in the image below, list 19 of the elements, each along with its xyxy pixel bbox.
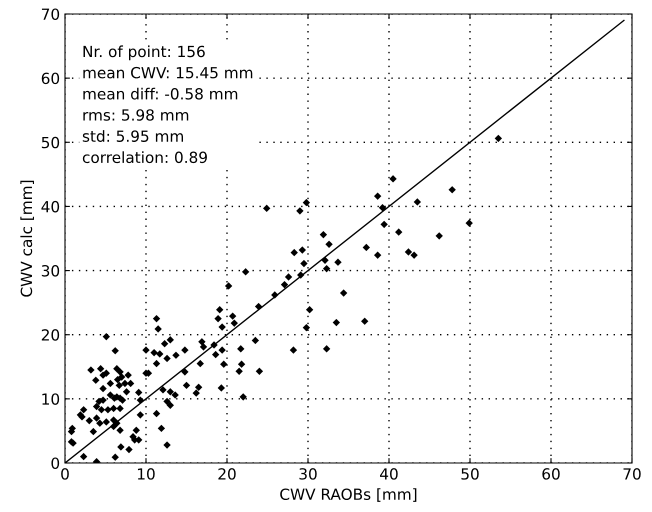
- y-tick-label: 40: [41, 200, 60, 212]
- x-tick-label: 70: [624, 468, 641, 480]
- x-axis-title: CWV RAOBs [mm]: [280, 488, 416, 502]
- x-tick-label: 10: [138, 468, 155, 480]
- y-tick-label: 10: [42, 393, 60, 405]
- x-tick-label: 30: [299, 468, 317, 480]
- x-tick-label: 0: [61, 468, 69, 480]
- y-tick-label: 30: [42, 265, 60, 277]
- x-tick-label: 60: [542, 468, 560, 480]
- y-tick-label: 20: [42, 329, 60, 341]
- y-tick-label: 50: [42, 136, 60, 148]
- y-axis-title: CWV calc [mm]: [20, 180, 34, 297]
- y-tick-label: 70: [42, 8, 60, 20]
- y-tick-label: 0: [51, 457, 60, 470]
- y-tick-label: 60: [42, 72, 60, 84]
- x-tick-label: 40: [380, 468, 398, 480]
- x-tick-label: 20: [218, 468, 236, 480]
- x-tick-label: 50: [461, 468, 479, 480]
- annotation: Nr. of point: 156 mean CWV: 15.45 mm mean diff: -0.58 mm rms: 5.98 mm std: 5.95 mm correlation: 0.89: [82, 45, 252, 164]
